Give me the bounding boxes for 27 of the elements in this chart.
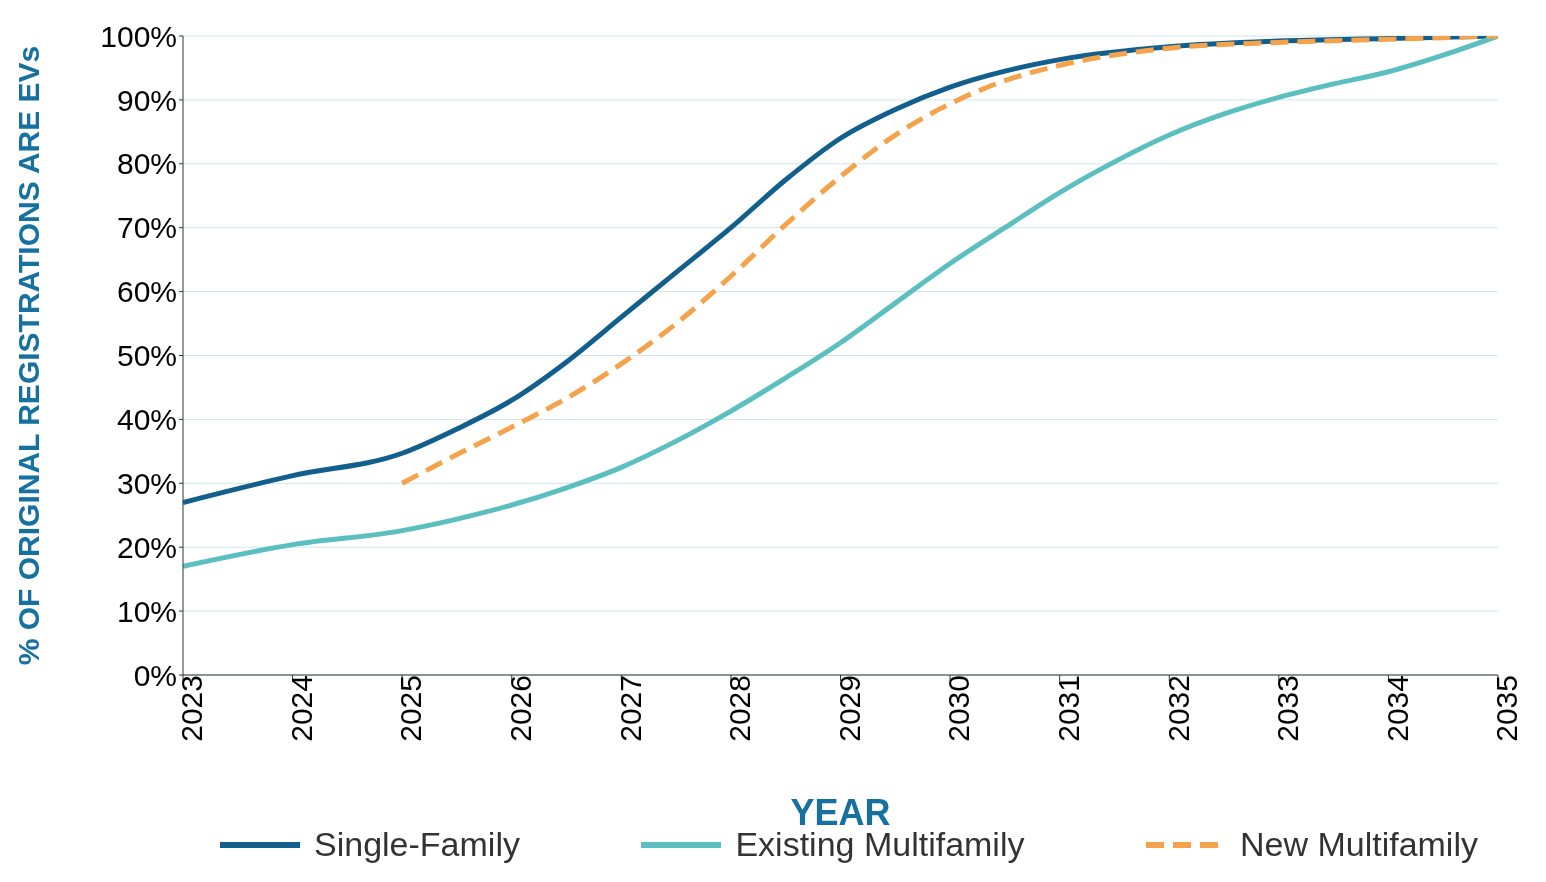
y-tick-label: 20% <box>116 530 177 564</box>
x-tick-label: 2033 <box>1271 675 1305 742</box>
x-tick-label: 2028 <box>723 675 757 742</box>
y-tick-label: 0% <box>133 658 177 692</box>
y-axis-title: % OF ORIGINAL REGISTRATIONS ARE EVs <box>11 45 45 666</box>
y-tick-label: 60% <box>116 275 177 309</box>
y-tick-label: 30% <box>116 466 177 500</box>
y-tick-label: 80% <box>116 147 177 181</box>
y-tick-label: 50% <box>116 339 177 373</box>
x-tick-label: 2032 <box>1161 675 1195 742</box>
x-tick-label: 2029 <box>832 675 866 742</box>
x-tick-label: 2031 <box>1051 675 1085 742</box>
x-tick-label: 2027 <box>613 675 647 742</box>
x-tick-label: 2025 <box>394 675 428 742</box>
y-tick-label: 10% <box>116 594 177 628</box>
y-tick-label: 90% <box>116 83 177 117</box>
y-tick-label: 40% <box>116 403 177 437</box>
x-tick-label: 2030 <box>942 675 976 742</box>
legend-label: Single-Family <box>314 825 520 864</box>
x-tick-label: 2024 <box>284 675 318 742</box>
y-tick-label: 100% <box>100 19 177 53</box>
x-tick-label: 2026 <box>504 675 538 742</box>
legend-label: New Multifamily <box>1239 825 1478 864</box>
x-tick-label: 2023 <box>175 675 209 742</box>
x-tick-label: 2034 <box>1380 675 1414 742</box>
x-tick-label: 2035 <box>1490 675 1524 742</box>
y-tick-label: 70% <box>116 211 177 245</box>
